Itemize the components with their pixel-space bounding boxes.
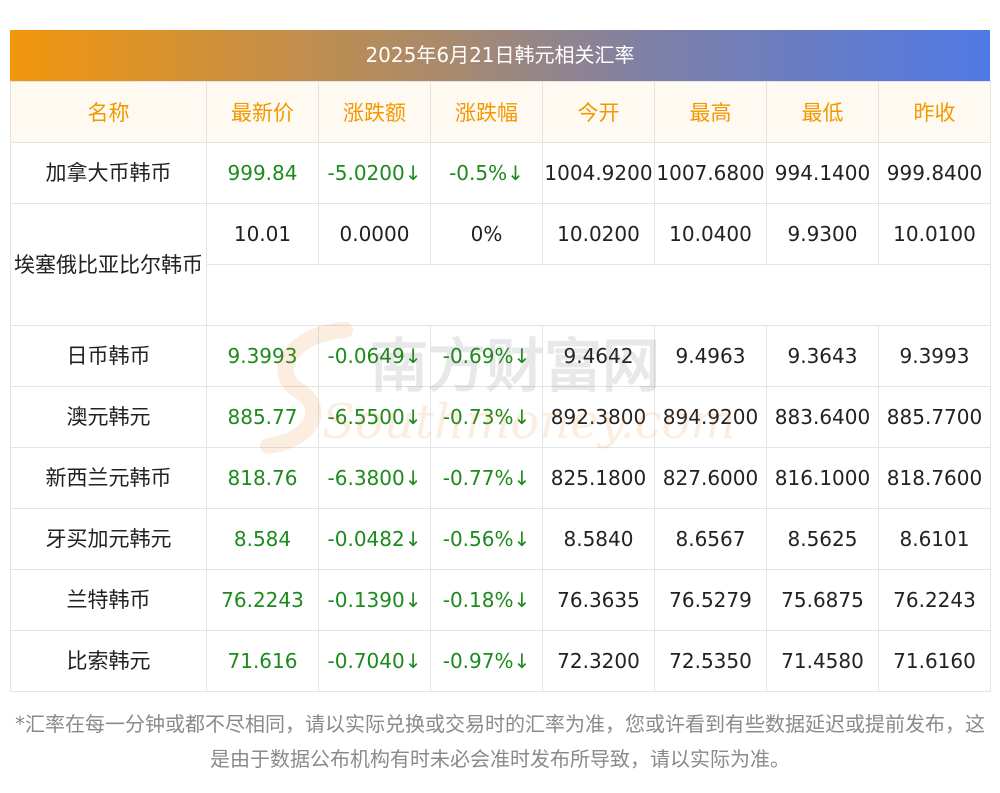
change-percent: -0.5%↓ [430, 142, 543, 204]
table-row: 兰特韩币 76.2243 -0.1390↓ -0.18%↓ 76.3635 76… [10, 569, 991, 631]
open-price: 8.5840 [542, 508, 655, 570]
latest-price: 999.84 [206, 142, 319, 204]
high-price: 827.6000 [654, 447, 767, 509]
high-price: 9.4963 [654, 325, 767, 387]
change-amount: -6.5500↓ [318, 386, 431, 448]
exchange-rate-table: 名称 最新价 涨跌额 涨跌幅 今开 最高 最低 昨收 加拿大币韩币 999.84… [10, 81, 991, 692]
low-price: 9.9300 [766, 203, 879, 265]
high-price: 894.9200 [654, 386, 767, 448]
open-price: 76.3635 [542, 569, 655, 631]
high-price: 1007.6800 [654, 142, 767, 204]
table-title: 2025年6月21日韩元相关汇率 [10, 30, 990, 81]
currency-name: 加拿大币韩币 [10, 142, 207, 204]
open-price: 9.4642 [542, 325, 655, 387]
open-price: 10.0200 [542, 203, 655, 265]
table-row: 比索韩元 71.616 -0.7040↓ -0.97%↓ 72.3200 72.… [10, 630, 991, 692]
high-price: 72.5350 [654, 630, 767, 692]
header-latest: 最新价 [206, 81, 319, 143]
prev-close: 71.6160 [878, 630, 991, 692]
open-price: 72.3200 [542, 630, 655, 692]
disclaimer-footnote: *汇率在每一分钟或都不尽相同，请以实际兑换或交易时的汇率为准，您或许看到有些数据… [15, 712, 985, 771]
currency-name: 兰特韩币 [10, 569, 207, 631]
low-price: 883.6400 [766, 386, 879, 448]
table-row: 澳元韩元 885.77 -6.5500↓ -0.73%↓ 892.3800 89… [10, 386, 991, 448]
prev-close: 885.7700 [878, 386, 991, 448]
prev-close: 9.3993 [878, 325, 991, 387]
change-percent: -0.69%↓ [430, 325, 543, 387]
currency-name: 新西兰元韩币 [10, 447, 207, 509]
table-row: 埃塞俄比亚比尔韩币 10.01 0.0000 0% 10.0200 10.040… [10, 203, 991, 326]
change-percent: -0.18%↓ [430, 569, 543, 631]
change-percent: -0.56%↓ [430, 508, 543, 570]
high-price: 8.6567 [654, 508, 767, 570]
table-row: 日币韩币 9.3993 -0.0649↓ -0.69%↓ 9.4642 9.49… [10, 325, 991, 387]
empty-cell [206, 264, 991, 326]
change-percent: 0% [430, 203, 543, 265]
table-row: 牙买加元韩元 8.584 -0.0482↓ -0.56%↓ 8.5840 8.6… [10, 508, 991, 570]
latest-price: 76.2243 [206, 569, 319, 631]
change-amount: -0.0649↓ [318, 325, 431, 387]
open-price: 892.3800 [542, 386, 655, 448]
prev-close: 999.8400 [878, 142, 991, 204]
header-change: 涨跌额 [318, 81, 431, 143]
header-high: 最高 [654, 81, 767, 143]
table-row: 加拿大币韩币 999.84 -5.0200↓ -0.5%↓ 1004.9200 … [10, 142, 991, 204]
currency-name: 比索韩元 [10, 630, 207, 692]
prev-close: 8.6101 [878, 508, 991, 570]
header-open: 今开 [542, 81, 655, 143]
change-percent: -0.77%↓ [430, 447, 543, 509]
high-price: 10.0400 [654, 203, 767, 265]
low-price: 994.1400 [766, 142, 879, 204]
change-percent: -0.73%↓ [430, 386, 543, 448]
low-price: 816.1000 [766, 447, 879, 509]
currency-name: 埃塞俄比亚比尔韩币 [10, 203, 207, 326]
latest-price: 10.01 [206, 203, 319, 265]
change-amount: -0.7040↓ [318, 630, 431, 692]
open-price: 1004.9200 [542, 142, 655, 204]
change-amount: -0.0482↓ [318, 508, 431, 570]
prev-close: 10.0100 [878, 203, 991, 265]
header-change-pct: 涨跌幅 [430, 81, 543, 143]
change-amount: -5.0200↓ [318, 142, 431, 204]
latest-price: 9.3993 [206, 325, 319, 387]
low-price: 8.5625 [766, 508, 879, 570]
table-row: 新西兰元韩币 818.76 -6.3800↓ -0.77%↓ 825.1800 … [10, 447, 991, 509]
latest-price: 8.584 [206, 508, 319, 570]
latest-price: 885.77 [206, 386, 319, 448]
prev-close: 76.2243 [878, 569, 991, 631]
header-prev-close: 昨收 [878, 81, 991, 143]
open-price: 825.1800 [542, 447, 655, 509]
table-row-continuation [11, 264, 991, 326]
header-low: 最低 [766, 81, 879, 143]
latest-price: 818.76 [206, 447, 319, 509]
change-amount: -6.3800↓ [318, 447, 431, 509]
low-price: 75.6875 [766, 569, 879, 631]
header-row: 名称 最新价 涨跌额 涨跌幅 今开 最高 最低 昨收 [10, 81, 991, 143]
change-amount: -0.1390↓ [318, 569, 431, 631]
prev-close: 818.7600 [878, 447, 991, 509]
change-amount: 0.0000 [318, 203, 431, 265]
latest-price: 71.616 [206, 630, 319, 692]
change-percent: -0.97%↓ [430, 630, 543, 692]
low-price: 71.4580 [766, 630, 879, 692]
header-name: 名称 [10, 81, 207, 143]
high-price: 76.5279 [654, 569, 767, 631]
currency-name: 牙买加元韩元 [10, 508, 207, 570]
low-price: 9.3643 [766, 325, 879, 387]
currency-name: 日币韩币 [10, 325, 207, 387]
currency-name: 澳元韩元 [10, 386, 207, 448]
